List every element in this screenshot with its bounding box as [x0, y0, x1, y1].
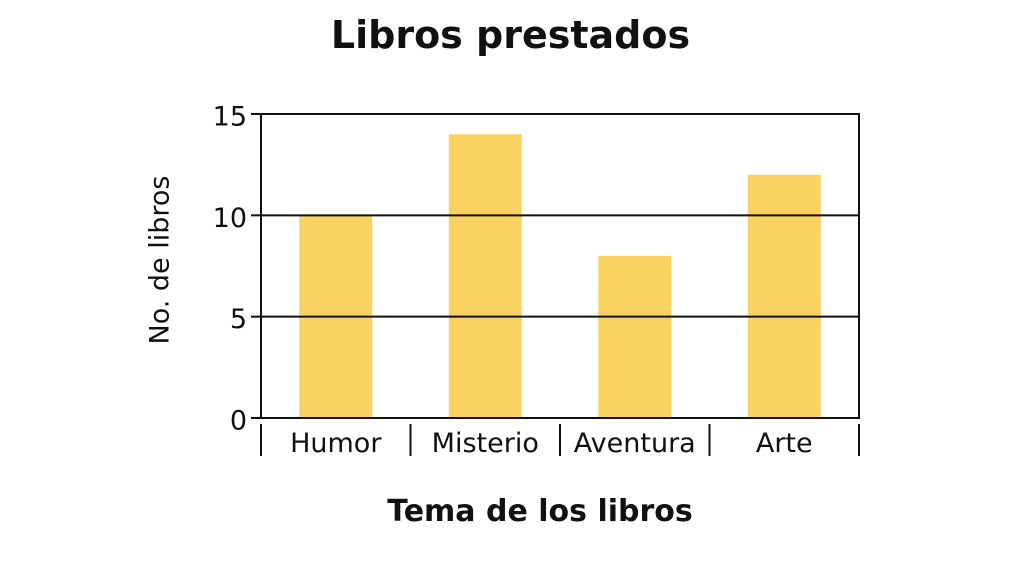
bar-arte: [747, 174, 821, 418]
x-tick-label-misterio: Misterio: [432, 428, 539, 459]
x-tick-label-arte: Arte: [756, 428, 813, 459]
y-tick-label-0: 0: [230, 406, 247, 437]
x-tick-label-aventura: Aventura: [574, 428, 696, 459]
y-tick-label-10: 10: [213, 203, 247, 234]
y-tick-label-15: 15: [213, 102, 247, 133]
bar-aventura: [598, 255, 672, 418]
plot-frame: [260, 113, 860, 419]
x-tick-label-humor: Humor: [290, 428, 382, 459]
bar-misterio: [448, 134, 522, 418]
y-tick-label-5: 5: [230, 304, 247, 335]
x-axis-label: Tema de los libros: [387, 494, 693, 529]
chart-title: Libros prestados: [330, 13, 691, 57]
